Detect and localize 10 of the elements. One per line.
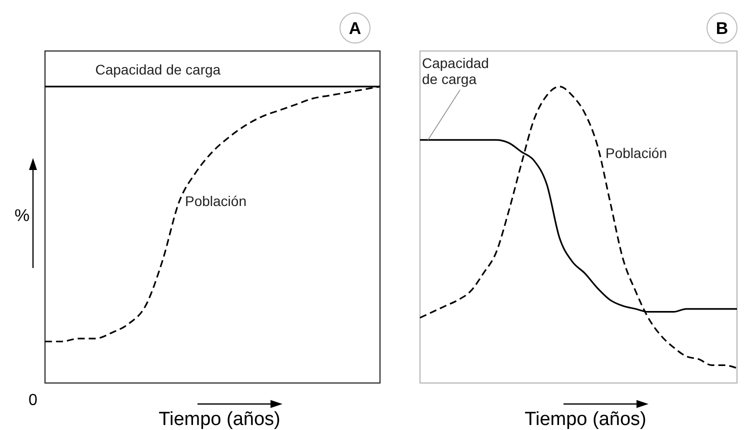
y-axis-title: % xyxy=(14,206,30,225)
text: Capacidad de carga xyxy=(422,54,489,87)
series-label: Población xyxy=(185,193,246,210)
x-axis-title: Tiempo (años) xyxy=(158,409,280,430)
series-label: Población xyxy=(606,144,668,161)
series-label: Capacidad de carga xyxy=(95,62,221,78)
text: 0 xyxy=(28,392,38,409)
x-axis-title: Tiempo (años) xyxy=(524,409,646,430)
chart-title: A xyxy=(348,19,362,38)
chart-title: B xyxy=(716,19,728,38)
